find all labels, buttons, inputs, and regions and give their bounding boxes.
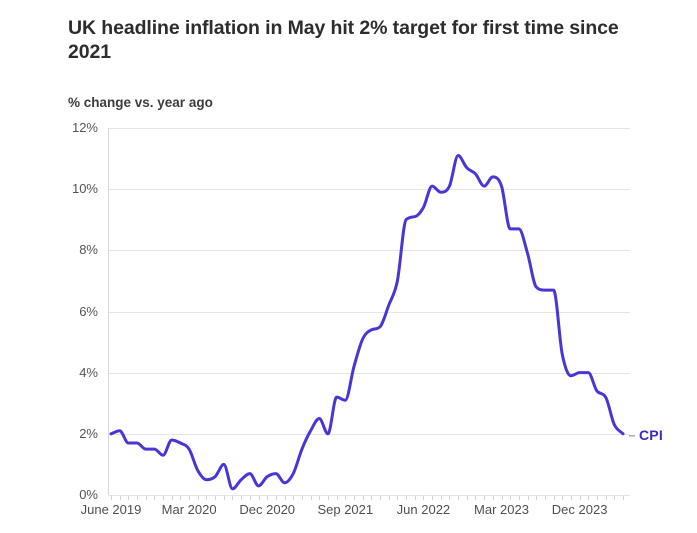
y-axis-tick-label: 10% <box>71 181 98 197</box>
page-title-line1: UK headline inflation in May hit 2% targ… <box>68 17 619 39</box>
y-axis-tick-label: 4% <box>79 364 98 380</box>
x-axis-tick-label: Sep 2021 <box>317 502 374 517</box>
series-label-cpi: CPI <box>639 426 663 443</box>
x-axis-tick-label: Mar 2023 <box>474 502 529 517</box>
x-axis-tick-label: Dec 2020 <box>239 502 296 517</box>
cpi-line <box>109 154 625 491</box>
x-axis-tick-label: Dec 2023 <box>551 502 608 517</box>
y-axis-tick-label: 8% <box>79 242 98 258</box>
y-axis-tick-label: 2% <box>79 425 98 441</box>
x-axis-tick-label: June 2019 <box>80 502 142 517</box>
x-axis-tick-label: Mar 2020 <box>161 502 217 517</box>
page-title-line2: 2021 <box>68 41 111 63</box>
page-title: UK headline inflation in May hit 2% targ… <box>68 16 680 64</box>
y-axis-tick-label: 0% <box>79 487 98 502</box>
axis-unit-label: % change vs. year ago <box>68 95 213 110</box>
x-axis-tick-label: Jun 2022 <box>396 502 451 517</box>
y-axis-tick-label: 6% <box>79 303 98 319</box>
y-axis-tick-label: 12% <box>71 120 98 135</box>
